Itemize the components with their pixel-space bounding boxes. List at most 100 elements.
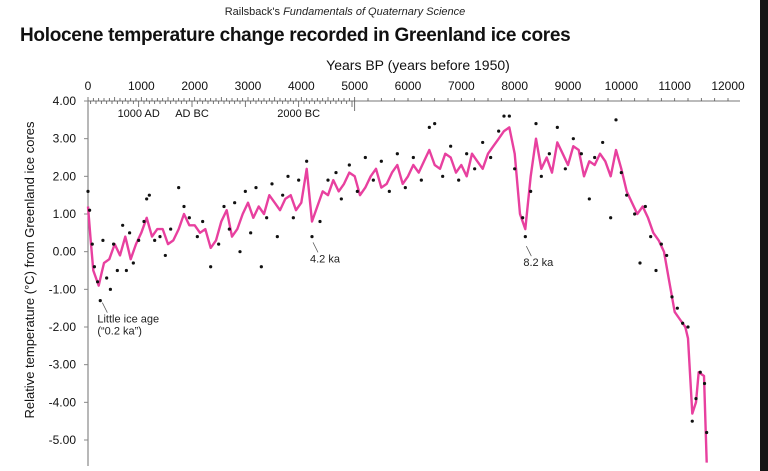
data-point (523, 235, 527, 239)
data-point (555, 125, 559, 129)
x-tick-label: 12000 (711, 79, 745, 93)
data-point (649, 235, 653, 239)
source-credit: Railsback's Fundamentals of Quaternary S… (0, 6, 690, 18)
data-point (659, 242, 663, 246)
data-point (571, 137, 575, 141)
data-point (318, 219, 322, 224)
annotation-label: (“0.2 ka”) (97, 326, 142, 338)
data-point (698, 370, 702, 374)
data-point (619, 170, 623, 175)
data-point (88, 208, 92, 212)
data-point (563, 167, 567, 171)
data-point (115, 268, 119, 273)
data-point (121, 223, 125, 227)
data-point (507, 114, 511, 118)
data-point (465, 152, 469, 156)
data-point (182, 204, 186, 209)
data-point (534, 122, 538, 126)
data-point (128, 231, 132, 235)
x-tick-label: 4000 (288, 79, 315, 93)
data-point (497, 129, 501, 133)
data-point (702, 381, 707, 386)
data-point (427, 125, 431, 129)
data-point (694, 396, 698, 401)
data-point (539, 174, 543, 178)
data-point (473, 167, 477, 171)
calendar-label: 2000 BC (277, 108, 320, 120)
data-point (96, 280, 100, 284)
data-point (665, 253, 669, 258)
data-point (587, 197, 591, 201)
y-tick-label: 3.00 (53, 132, 77, 146)
data-point (217, 242, 221, 246)
data-point (265, 216, 269, 220)
data-point (403, 186, 407, 190)
annotation-leader (525, 245, 532, 257)
y-tick-label: 4.00 (53, 94, 77, 108)
data-point (593, 155, 597, 160)
data-point (481, 140, 485, 145)
data-point (209, 265, 213, 269)
data-point (681, 321, 685, 325)
y-tick-label: -5.00 (49, 433, 77, 447)
data-point (547, 152, 551, 156)
calendar-label: 1000 AD (118, 108, 160, 120)
data-point (355, 189, 359, 193)
data-point (489, 155, 493, 160)
data-point (449, 144, 453, 148)
data-point (142, 219, 146, 224)
data-point (281, 193, 285, 197)
data-point (326, 178, 330, 182)
y-tick-label: -2.00 (49, 320, 77, 334)
data-point (238, 250, 242, 254)
data-point (222, 204, 226, 209)
y-tick-label: -3.00 (49, 358, 77, 372)
data-point (371, 178, 375, 182)
data-point (513, 167, 517, 171)
chart-title: Holocene temperature change recorded in … (20, 25, 571, 46)
data-point (105, 276, 109, 280)
data-point (502, 114, 506, 118)
x-tick-label: 0 (85, 79, 92, 93)
data-point (654, 268, 658, 273)
data-point (291, 216, 295, 220)
credit-prefix: Railsback's (224, 6, 284, 18)
data-point (243, 189, 247, 193)
x-tick-label: 7000 (448, 79, 475, 93)
calendar-label: AD BC (175, 108, 209, 120)
data-point (201, 219, 205, 224)
y-tick-label: -1.00 (49, 282, 77, 296)
data-point (158, 235, 162, 239)
data-point (433, 122, 437, 126)
data-point (670, 295, 674, 299)
x-tick-label: 1000 (128, 79, 155, 93)
data-point (675, 306, 679, 310)
y-tick-label: 1.00 (53, 207, 77, 221)
data-point (169, 227, 173, 231)
data-point (614, 118, 618, 122)
data-point (112, 242, 116, 246)
data-point (363, 155, 367, 160)
data-point (310, 235, 314, 239)
data-point (633, 212, 637, 216)
data-point (441, 174, 445, 178)
annotation-leader (312, 242, 319, 253)
x-tick-label: 2000 (181, 79, 208, 93)
x-tick-label: 6000 (395, 79, 422, 93)
data-point (643, 204, 647, 209)
data-point (131, 261, 135, 265)
data-point (153, 238, 157, 242)
data-point (98, 299, 102, 303)
data-point (259, 265, 263, 269)
data-point (305, 159, 309, 163)
data-point (411, 155, 415, 160)
data-point (334, 170, 338, 175)
annotation-label: 8.2 ka (523, 257, 554, 269)
data-point (195, 235, 199, 239)
data-point (609, 216, 613, 220)
y-axis-label: Relative temperature (°C) from Greenland… (22, 121, 37, 419)
x-tick-label: 8000 (501, 79, 528, 93)
x-tick-label: 9000 (555, 79, 582, 93)
data-point (297, 178, 301, 182)
data-point (457, 178, 461, 182)
